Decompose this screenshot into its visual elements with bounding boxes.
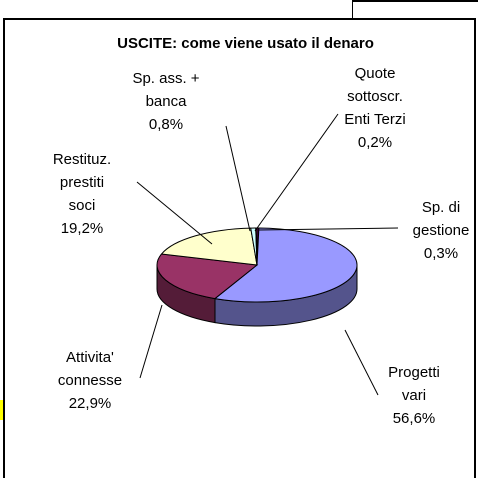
slice-top [213,227,358,303]
leader-line [136,181,213,245]
slice [160,227,258,266]
data-label: Sp. ass. + banca 0,8% [106,67,226,136]
category-label: Sp. di gestione [412,199,470,239]
leader-line [344,329,379,396]
category-label: Restituz. prestiti soci [52,151,112,214]
chart-title: USCITE: come viene usato il denaro [117,35,374,52]
value-label: 19,2% [60,220,104,237]
leader-line [254,113,339,232]
value-label: 56,6% [392,410,436,427]
selected-cell [0,400,4,420]
value-label: 22,9% [68,395,112,412]
data-label: Progetti vari 56,6% [354,361,474,430]
category-label: Attivita' connesse [57,349,123,389]
value-label: 0,2% [357,134,393,151]
data-label: Attivita' connesse 22,9% [30,346,150,415]
slice [213,227,358,327]
chart-frame [3,18,476,478]
slice-top [160,227,258,266]
cell-box [352,0,478,18]
leader-line [225,125,251,232]
category-label: Quote sottoscr. Enti Terzi [344,65,406,128]
data-label: Restituz. prestiti soci 19,2% [22,148,142,240]
leader-line [258,227,399,231]
value-label: 0,8% [148,116,184,133]
slice [156,253,259,324]
leader-line [139,304,163,379]
value-label: 0,3% [423,245,459,262]
data-label: Sp. di gestione 0,3% [381,196,491,265]
category-label: Sp. ass. + banca [132,70,200,110]
category-label: Progetti vari [388,364,440,404]
slice-top [156,253,259,300]
data-label: Quote sottoscr. Enti Terzi 0,2% [315,62,435,154]
